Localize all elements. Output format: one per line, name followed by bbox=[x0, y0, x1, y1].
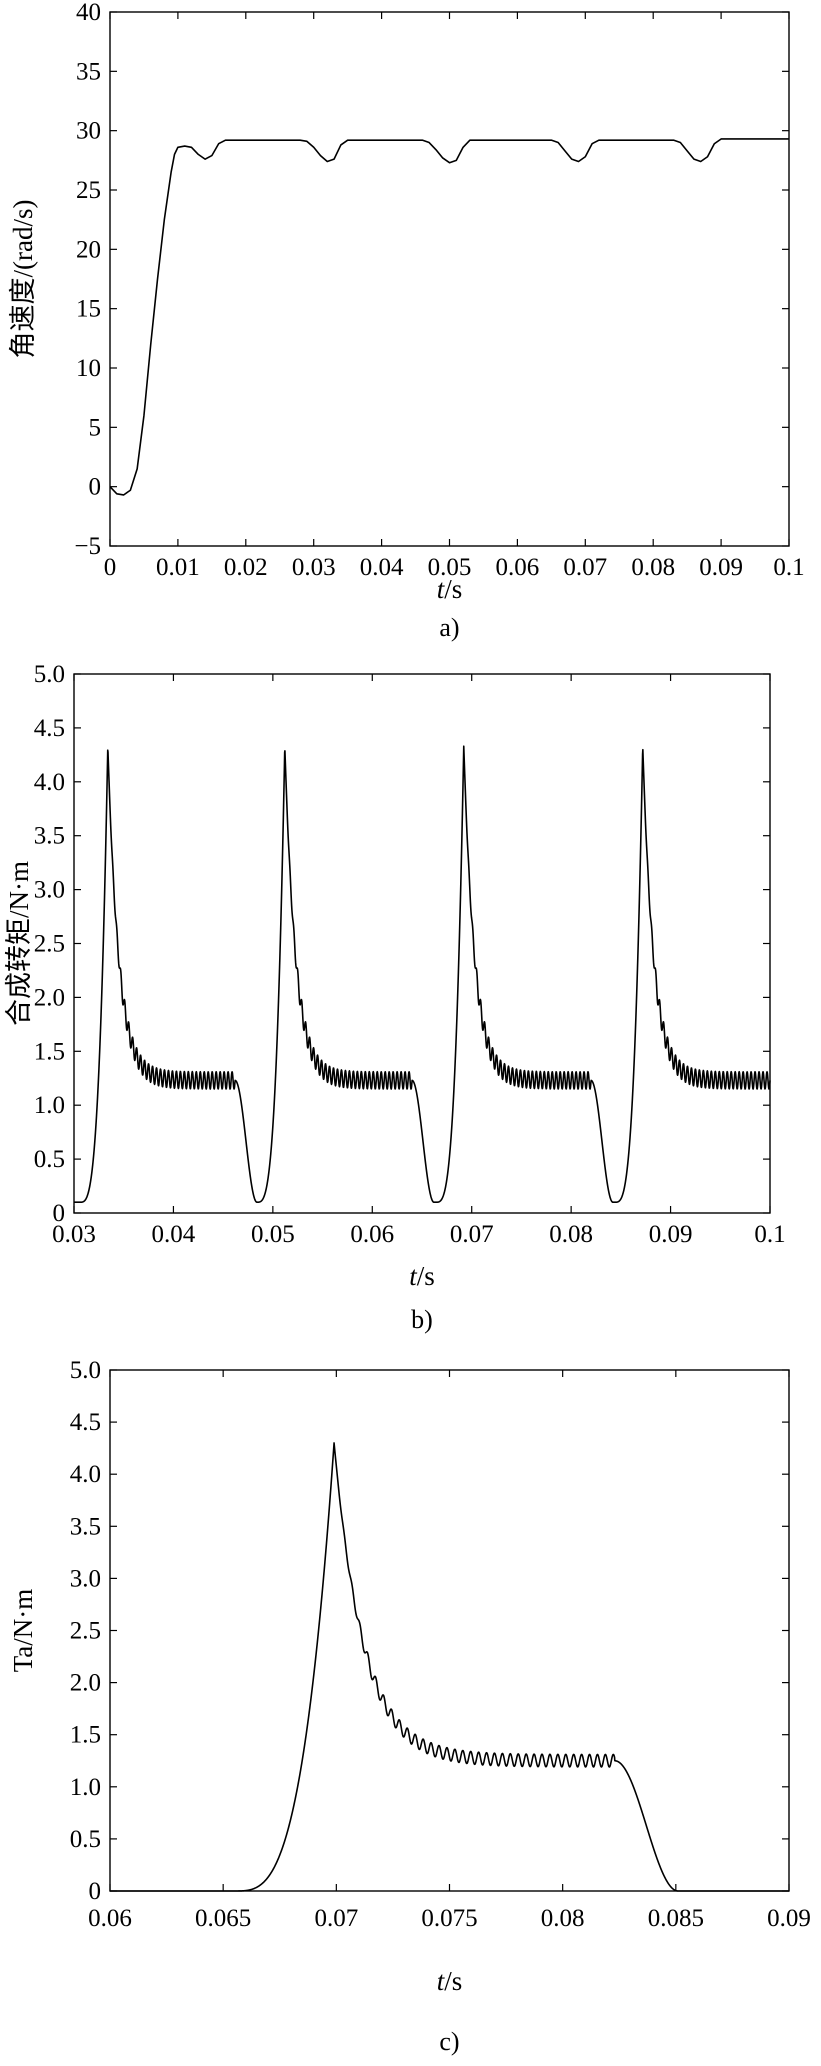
x-axis-label-var: t bbox=[437, 574, 446, 604]
x-axis-label: t/s bbox=[437, 574, 463, 604]
x-tick-label: 0.06 bbox=[88, 1905, 132, 1932]
x-tick-label: 0.05 bbox=[251, 1221, 295, 1248]
x-axis-label: t/s bbox=[437, 1966, 463, 1996]
panel-caption: c) bbox=[439, 2027, 459, 2056]
y-tick-label: 35 bbox=[76, 58, 101, 85]
x-axis-label-var: t bbox=[409, 1261, 418, 1291]
x-tick-label: 0.08 bbox=[541, 1905, 585, 1932]
y-tick-label: 2.0 bbox=[34, 984, 65, 1011]
y-tick-label: 2.5 bbox=[34, 931, 65, 958]
x-tick-label: 0.08 bbox=[631, 554, 675, 581]
y-tick-label: 5.0 bbox=[34, 661, 65, 688]
x-tick-label: 0.085 bbox=[648, 1905, 704, 1932]
y-tick-label: 15 bbox=[76, 296, 101, 323]
y-tick-label: 0 bbox=[89, 1878, 102, 1905]
y-tick-label: 0 bbox=[89, 474, 102, 501]
y-tick-label: −5 bbox=[74, 533, 101, 560]
y-tick-label: 3.0 bbox=[70, 1565, 101, 1592]
x-tick-label: 0.02 bbox=[224, 554, 268, 581]
y-tick-label: 2.0 bbox=[70, 1670, 101, 1697]
x-tick-label: 0.07 bbox=[314, 1905, 358, 1932]
y-tick-label: 5.0 bbox=[70, 1357, 101, 1384]
x-tick-label: 0.06 bbox=[496, 554, 540, 581]
x-tick-label: 0.07 bbox=[563, 554, 607, 581]
x-tick-label: 0.04 bbox=[152, 1221, 196, 1248]
x-tick-label: 0.09 bbox=[699, 554, 743, 581]
x-tick-label: 0.01 bbox=[156, 554, 200, 581]
y-tick-label: 0 bbox=[53, 1200, 66, 1227]
chart-panel-c: 0.06 0.065 0.07 0.075 0.08 0.085 0.09 0 0.5 1.0 1.… bbox=[8, 1357, 811, 2056]
x-axis-label: t/s bbox=[409, 1261, 435, 1291]
y-tick-label: 25 bbox=[76, 177, 101, 204]
x-axis-label-unit: /s bbox=[444, 1966, 462, 1996]
y-tick-label: 4.0 bbox=[70, 1461, 101, 1488]
x-tick-label: 0.09 bbox=[767, 1905, 811, 1932]
y-tick-label: 4.5 bbox=[70, 1409, 101, 1436]
panel-caption: b) bbox=[411, 1305, 433, 1334]
x-tick-label: 0.03 bbox=[292, 554, 336, 581]
x-tick-label: 0.1 bbox=[754, 1221, 785, 1248]
y-tick-label: 1.0 bbox=[34, 1092, 65, 1119]
x-tick-label: 0.05 bbox=[428, 554, 472, 581]
chart-panel-a: 0 0.01 0.02 0.03 0.04 0.05 0.06 0.07 0.08 0.09 0.1… bbox=[8, 0, 804, 642]
y-tick-label: 1.5 bbox=[70, 1722, 101, 1749]
x-tick-label: 0.09 bbox=[649, 1221, 693, 1248]
x-tick-label: 0.06 bbox=[350, 1221, 394, 1248]
y-tick-label: 1.5 bbox=[34, 1038, 65, 1065]
y-tick-label: 0.5 bbox=[34, 1146, 65, 1173]
x-tick-label: 0.08 bbox=[549, 1221, 593, 1248]
x-axis-label-unit: /s bbox=[417, 1261, 435, 1291]
plot-frame bbox=[109, 11, 790, 547]
panel-caption: a) bbox=[439, 613, 459, 642]
y-axis-label: 角速度/(rad/s) bbox=[8, 200, 38, 359]
x-tick-label: 0.1 bbox=[773, 554, 804, 581]
y-tick-label: 4.0 bbox=[34, 769, 65, 796]
y-tick-label: 40 bbox=[76, 0, 101, 26]
series-line bbox=[73, 745, 771, 1204]
y-tick-label: 30 bbox=[76, 118, 101, 145]
y-tick-label: 10 bbox=[76, 355, 101, 382]
chart-panel-b: 0.03 0.04 0.05 0.06 0.07 0.08 0.09 0.1 0 0.5 1.0 1.… bbox=[4, 661, 785, 1334]
y-tick-label: 0.5 bbox=[70, 1826, 101, 1853]
y-tick-label: 3.0 bbox=[34, 877, 65, 904]
series-line bbox=[109, 138, 789, 496]
x-axis-label-var: t bbox=[437, 1966, 446, 1996]
y-tick-label: 1.0 bbox=[70, 1774, 101, 1801]
y-tick-label: 3.5 bbox=[70, 1513, 101, 1540]
x-tick-label: 0 bbox=[104, 554, 117, 581]
x-tick-label: 0.03 bbox=[52, 1221, 96, 1248]
y-tick-label: 20 bbox=[76, 236, 101, 263]
series-line bbox=[109, 1442, 790, 1892]
y-axis-label: 合成转矩/N·m bbox=[4, 861, 34, 1026]
y-tick-label: 2.5 bbox=[70, 1618, 101, 1645]
y-axis-label: Ta/N·m bbox=[8, 1589, 38, 1673]
y-tick-label: 3.5 bbox=[34, 823, 65, 850]
y-tick-label: 5 bbox=[89, 414, 102, 441]
x-tick-label: 0.065 bbox=[195, 1905, 251, 1932]
y-tick-label: 4.5 bbox=[34, 715, 65, 742]
x-tick-label: 0.075 bbox=[421, 1905, 477, 1932]
x-axis-label-unit: /s bbox=[444, 574, 462, 604]
x-tick-label: 0.07 bbox=[450, 1221, 494, 1248]
plot-frame bbox=[109, 1369, 790, 1892]
x-tick-label: 0.04 bbox=[360, 554, 404, 581]
